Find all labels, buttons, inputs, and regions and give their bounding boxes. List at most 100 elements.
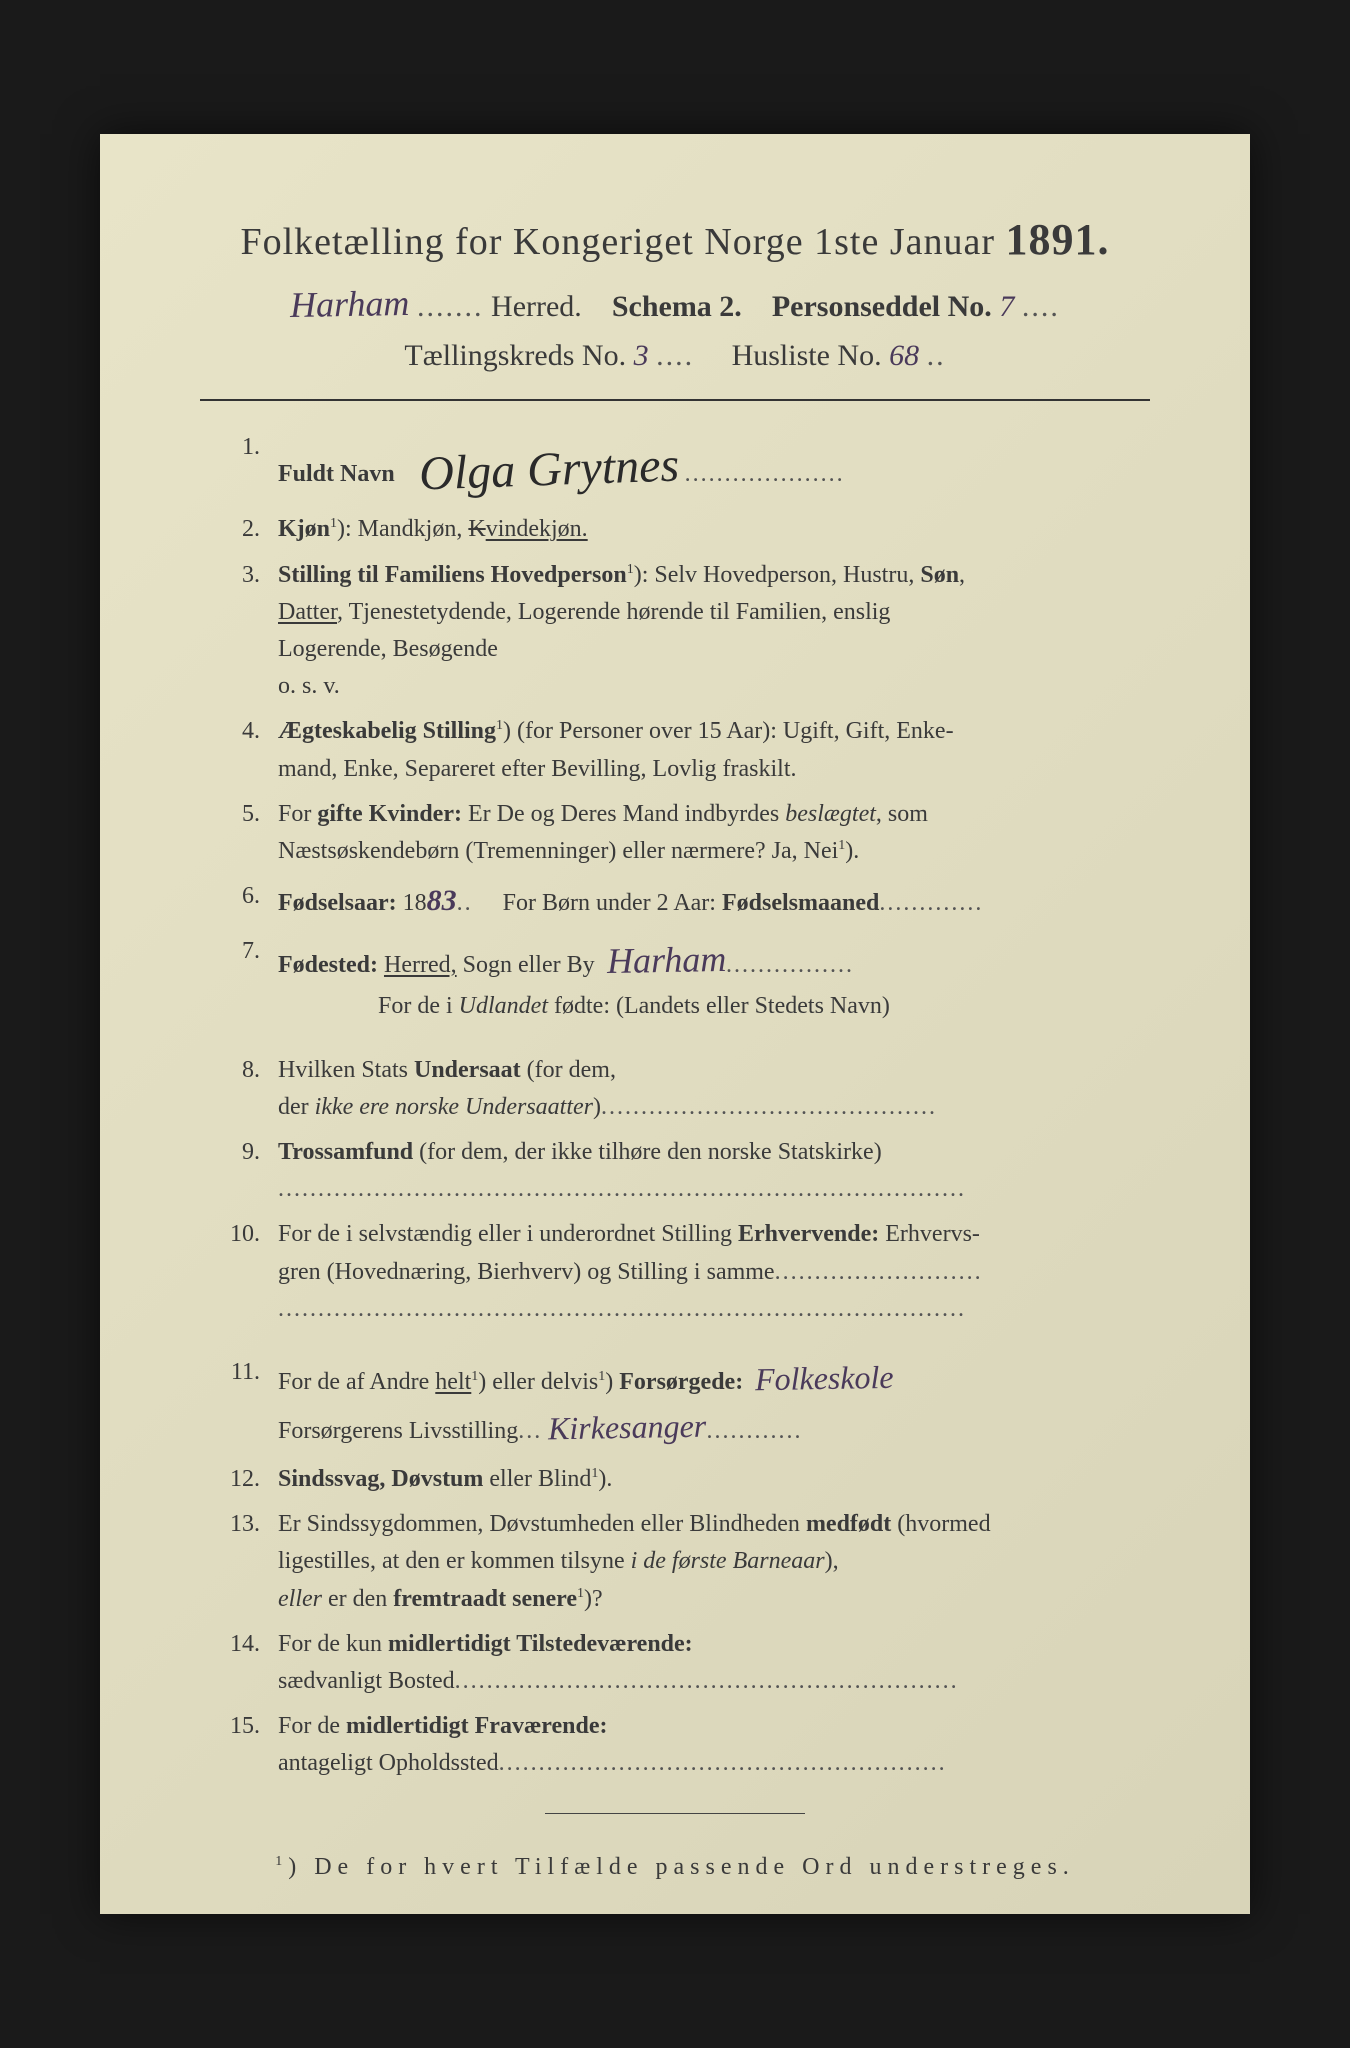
q-text: sædvanligt Bosted bbox=[278, 1668, 455, 1694]
q-num: 7. bbox=[200, 933, 278, 1026]
q-num: 8. bbox=[200, 1052, 278, 1126]
question-14: 14. For de kun midlertidigt Tilstedevære… bbox=[200, 1626, 1150, 1700]
question-4: 4. Ægteskabelig Stilling1) (for Personer… bbox=[200, 713, 1150, 787]
footnote-ref: 1 bbox=[496, 718, 503, 733]
q-label: gifte Kvinder: bbox=[317, 801, 462, 827]
q-text: , som bbox=[876, 801, 928, 827]
q-num: 3. bbox=[200, 557, 278, 706]
q-content: Kjøn1): Mandkjøn, Kvindekjøn. bbox=[278, 511, 1150, 548]
q-num: 2. bbox=[200, 511, 278, 548]
footnote-ref: 1 bbox=[577, 1586, 584, 1601]
herred-label: Herred. bbox=[491, 290, 582, 323]
question-1: 1. Fuldt Navn Olga Grytnes .............… bbox=[200, 429, 1150, 503]
dots: ....... bbox=[417, 290, 484, 323]
q-content: Fødested: Herred, Sogn eller By Harham..… bbox=[278, 933, 1150, 1026]
q-text: Logerende, Besøgende bbox=[278, 636, 498, 662]
q-text: mand, Enke, Separeret efter Bevilling, L… bbox=[278, 756, 797, 782]
underlined-option: vindekjøn. bbox=[486, 516, 588, 542]
dots: ........................................… bbox=[499, 1750, 947, 1776]
dots: .......................... bbox=[775, 1259, 983, 1285]
q-text: ): Selv Hovedperson, Hustru, bbox=[634, 562, 921, 588]
q-text: ) (for Personer over 15 Aar): Ugift, Gif… bbox=[503, 718, 954, 744]
question-3: 3. Stilling til Familiens Hovedperson1):… bbox=[200, 557, 1150, 706]
q-content: For de i selvstændig eller i underordnet… bbox=[278, 1216, 1150, 1328]
q-num: 4. bbox=[200, 713, 278, 787]
q-text: o. s. v. bbox=[278, 673, 340, 699]
dots: .. bbox=[927, 339, 946, 372]
personseddel-label: Personseddel No. bbox=[772, 290, 992, 323]
italic-text: eller bbox=[278, 1586, 322, 1612]
q-text: , Tjenestetydende, Logerende hørende til… bbox=[337, 599, 890, 625]
dots: ................ bbox=[726, 952, 854, 978]
q-text: ) bbox=[605, 1369, 619, 1395]
q-text: er den bbox=[322, 1586, 393, 1612]
q-text: ) eller delvis bbox=[478, 1369, 598, 1395]
q-label: Ægteskabelig Stilling bbox=[278, 718, 496, 744]
question-12: 12. Sindssvag, Døvstum eller Blind1). bbox=[200, 1461, 1150, 1498]
name-handwritten: Olga Grytnes bbox=[418, 428, 680, 511]
supported-handwritten: Folkeskole bbox=[755, 1353, 894, 1405]
q-num: 1. bbox=[200, 429, 278, 503]
q-text: For de kun bbox=[278, 1631, 388, 1657]
q-content: Stilling til Familiens Hovedperson1): Se… bbox=[278, 557, 1150, 706]
q-label: Trossamfund bbox=[278, 1139, 413, 1165]
q-text: Er De og Deres Mand indbyrdes bbox=[462, 801, 785, 827]
livelihood-handwritten: Kirkesanger bbox=[548, 1402, 707, 1454]
q-content: Fuldt Navn Olga Grytnes ................… bbox=[278, 429, 1150, 503]
italic-text: i de første Barneaar bbox=[631, 1548, 825, 1574]
footnote-text: ) De for hvert Tilfælde passende Ord und… bbox=[288, 1854, 1075, 1880]
q-num: 15. bbox=[200, 1708, 278, 1782]
q-text: ), bbox=[825, 1548, 839, 1574]
birthyear-handwritten: 83 bbox=[427, 884, 457, 917]
underlined-option: Herred, bbox=[384, 952, 457, 978]
separator-line bbox=[200, 399, 1150, 401]
q-content: Ægteskabelig Stilling1) (for Personer ov… bbox=[278, 713, 1150, 787]
q-text: ) bbox=[593, 1094, 601, 1120]
q-content: For gifte Kvinder: Er De og Deres Mand i… bbox=[278, 796, 1150, 870]
dots: .... bbox=[1022, 290, 1060, 323]
q-num: 10. bbox=[200, 1216, 278, 1328]
question-2: 2. Kjøn1): Mandkjøn, Kvindekjøn. bbox=[200, 511, 1150, 548]
footnote-separator bbox=[545, 1813, 805, 1814]
dots: ............ bbox=[706, 1418, 802, 1444]
q-text: gren (Hovednæring, Bierhverv) og Stillin… bbox=[278, 1259, 775, 1285]
q-num: 12. bbox=[200, 1461, 278, 1498]
bold-option: Søn bbox=[920, 562, 959, 588]
q-text: der bbox=[278, 1094, 315, 1120]
dots: .................... bbox=[685, 461, 845, 487]
q-num: 9. bbox=[200, 1134, 278, 1208]
dots: ........................................… bbox=[601, 1094, 937, 1120]
question-13: 13. Er Sindssygdommen, Døvstumheden elle… bbox=[200, 1506, 1150, 1618]
q-text: For de bbox=[278, 1713, 346, 1739]
q-content: For de midlertidigt Fraværende: antageli… bbox=[278, 1708, 1150, 1782]
question-15: 15. For de midlertidigt Fraværende: anta… bbox=[200, 1708, 1150, 1782]
footnote: 1) De for hvert Tilfælde passende Ord un… bbox=[200, 1854, 1150, 1881]
q-text: Forsørgerens Livsstilling bbox=[278, 1418, 518, 1444]
footnote-ref: 1 bbox=[627, 562, 634, 577]
question-6: 6. Fødselsaar: 1883.. For Børn under 2 A… bbox=[200, 878, 1150, 925]
footnote-marker: 1 bbox=[275, 1854, 288, 1869]
question-11: 11. For de af Andre helt1) eller delvis1… bbox=[200, 1354, 1150, 1453]
q-text: For bbox=[278, 801, 317, 827]
kreds-label: Tællingskreds No. bbox=[404, 339, 626, 372]
q-content: Fødselsaar: 1883.. For Børn under 2 Aar:… bbox=[278, 878, 1150, 925]
q-label: Kjøn bbox=[278, 516, 330, 542]
dots: .... bbox=[656, 339, 694, 372]
spacer bbox=[200, 1034, 1150, 1052]
dots: ... bbox=[518, 1418, 542, 1444]
q-label: Fødselsmaaned bbox=[722, 890, 879, 916]
q-num: 13. bbox=[200, 1506, 278, 1618]
q-text: (hvormed bbox=[891, 1511, 990, 1537]
q-text: (for dem, bbox=[521, 1057, 616, 1083]
q-label: Sindssvag, Døvstum bbox=[278, 1466, 483, 1492]
spacer bbox=[200, 1336, 1150, 1354]
husliste-no: 68 bbox=[889, 339, 919, 372]
q-text: )? bbox=[584, 1586, 603, 1612]
question-5: 5. For gifte Kvinder: Er De og Deres Man… bbox=[200, 796, 1150, 870]
q-text: ): Mandkjøn, bbox=[337, 516, 468, 542]
kreds-no: 3 bbox=[634, 339, 649, 372]
birthplace-handwritten: Harham bbox=[606, 932, 726, 990]
q-text: , bbox=[959, 562, 965, 588]
q-content: Trossamfund (for dem, der ikke tilhøre d… bbox=[278, 1134, 1150, 1208]
dots: ........................................… bbox=[278, 1296, 966, 1322]
